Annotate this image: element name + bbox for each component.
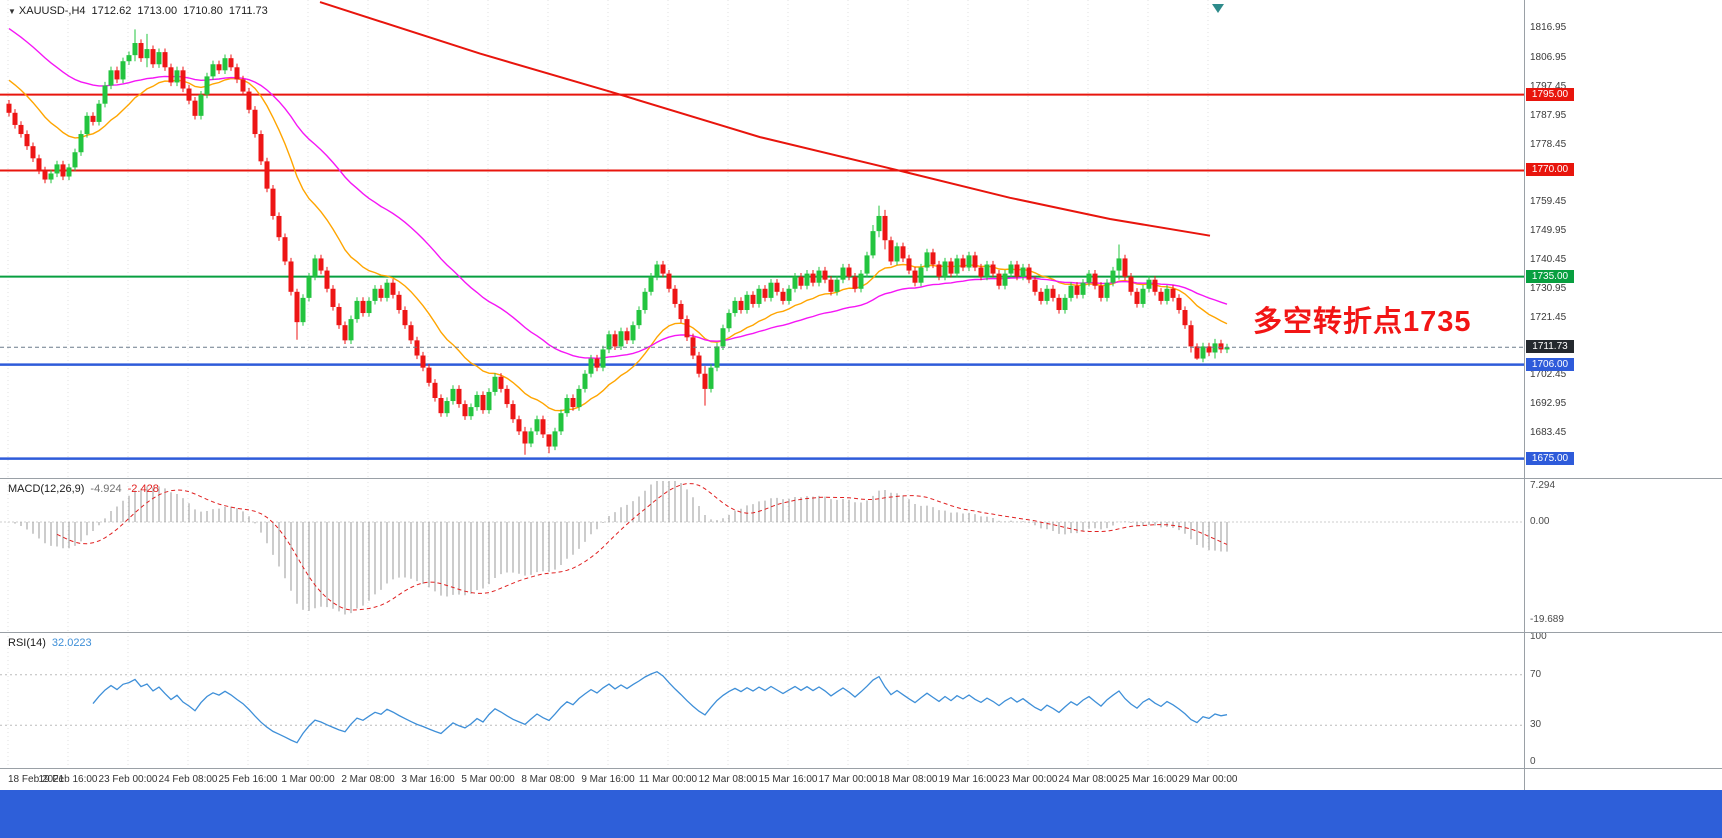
time-axis[interactable]: 18 Feb 2021 19 Feb 16:00 23 Feb 00:00 24 Fe… — [0, 768, 1722, 790]
price-tick-label: 1816.95 — [1530, 22, 1567, 33]
price-level-label: 1675.00 — [1526, 451, 1574, 465]
rsi-name: RSI(14) — [8, 637, 46, 649]
date-label: 11 Mar 00:00 — [638, 774, 698, 785]
symbol-name: XAUUSD-,H4 — [18, 5, 86, 17]
autoscroll-marker-icon[interactable] — [1212, 4, 1224, 13]
panel-separator[interactable] — [0, 632, 1722, 633]
date-label: 25 Feb 16:00 — [218, 774, 278, 785]
price-level-label: 1706.00 — [1526, 357, 1574, 371]
date-label: 8 Mar 08:00 — [521, 774, 575, 785]
date-label: 29 Mar 00:00 — [1178, 774, 1238, 785]
ma-fast-line — [8, 77, 1228, 412]
price-tick-label: 1692.95 — [1530, 398, 1567, 410]
macd-indicator-label: MACD(12,26,9) -4.924 -2.428 — [8, 483, 165, 495]
indicator-axis-label: 0.00 — [1530, 516, 1550, 527]
date-label: 24 Mar 08:00 — [1058, 774, 1118, 785]
current-price-label: 1711.73 — [1526, 340, 1574, 354]
price-tick-label: 1702.45 — [1530, 369, 1567, 381]
price-tick-label: 1759.45 — [1530, 196, 1567, 208]
rsi-line — [92, 670, 1228, 744]
macd-name: MACD(12,26,9) — [8, 483, 85, 495]
annotation-turning-point: 多空转折点1735 — [1253, 306, 1472, 338]
price-tick-label: 1797.45 — [1530, 81, 1566, 92]
panel-separator[interactable] — [0, 478, 1722, 479]
macd-indicator-chart[interactable] — [0, 478, 1524, 632]
axis-separator — [0, 768, 1722, 769]
collapse-triangle-icon[interactable]: ▼ — [8, 7, 16, 16]
trend-line — [319, 1, 1211, 237]
rsi-indicator-label: RSI(14) 32.0223 — [8, 637, 98, 649]
low-value: 1710.80 — [183, 5, 223, 17]
date-label: 17 Mar 00:00 — [818, 774, 878, 785]
price-axis-separator — [1524, 0, 1525, 790]
indicator-axis-label: 0 — [1530, 756, 1536, 767]
price-tick-label: 1683.45 — [1530, 427, 1567, 439]
price-tick-label: 1740.45 — [1530, 254, 1567, 266]
date-label: 24 Feb 08:00 — [158, 774, 218, 785]
price-tick-label: 1787.95 — [1530, 109, 1567, 121]
window-bottom-bar — [0, 790, 1722, 838]
date-label: 23 Mar 00:00 — [998, 774, 1058, 785]
price-tick-label: 1749.95 — [1530, 225, 1567, 237]
candlestick-chart[interactable] — [0, 0, 1524, 478]
date-label: 3 Mar 16:00 — [401, 774, 455, 785]
date-label: 15 Mar 16:00 — [758, 774, 818, 785]
macd-main-value: -4.924 — [90, 483, 122, 495]
macd-signal-value: -2.428 — [127, 483, 159, 495]
date-label: 9 Mar 16:00 — [581, 774, 635, 785]
price-level-label: 1770.00 — [1526, 163, 1574, 177]
price-tick-label: 1806.95 — [1530, 52, 1567, 64]
rsi-value: 32.0223 — [51, 637, 92, 649]
price-axis[interactable]: 1816.951806.951797.451787.951778.451768.… — [1524, 0, 1722, 768]
macd-signal-line — [56, 483, 1228, 611]
indicator-axis-label: 30 — [1530, 719, 1542, 731]
symbol-ohlc-line: ▼ XAUUSD-,H4 1712.62 1713.00 1710.80 1711.73 — [8, 5, 274, 17]
price-tick-label: 1730.95 — [1530, 282, 1567, 294]
indicator-axis-label: 7.294 — [1530, 479, 1556, 491]
close-value: 1711.73 — [228, 5, 268, 17]
open-value: 1712.62 — [91, 5, 132, 17]
date-label: 18 Mar 08:00 — [878, 774, 938, 785]
date-label: 19 Feb 16:00 — [38, 774, 98, 785]
date-label: 25 Mar 16:00 — [1118, 774, 1178, 785]
high-value: 1713.00 — [137, 5, 178, 17]
indicator-axis-label: 100 — [1530, 631, 1547, 642]
price-tick-label: 1721.45 — [1530, 311, 1567, 323]
date-label: 5 Mar 00:00 — [461, 774, 515, 785]
date-label: 23 Feb 00:00 — [98, 774, 158, 785]
price-tick-label: 1778.45 — [1530, 138, 1567, 150]
indicator-axis-label: 70 — [1530, 668, 1542, 680]
rsi-indicator-chart[interactable] — [0, 632, 1524, 768]
ma-slow-line — [8, 28, 1228, 360]
date-label: 19 Mar 16:00 — [938, 774, 998, 785]
indicator-axis-label: -19.689 — [1530, 614, 1564, 626]
price-level-label: 1795.00 — [1526, 87, 1574, 101]
date-label: 1 Mar 00:00 — [281, 774, 335, 785]
date-label: 12 Mar 08:00 — [698, 774, 758, 785]
price-level-label: 1735.00 — [1526, 269, 1574, 283]
date-label: 2 Mar 08:00 — [341, 774, 395, 785]
date-label: 18 Feb 2021 — [8, 774, 65, 785]
